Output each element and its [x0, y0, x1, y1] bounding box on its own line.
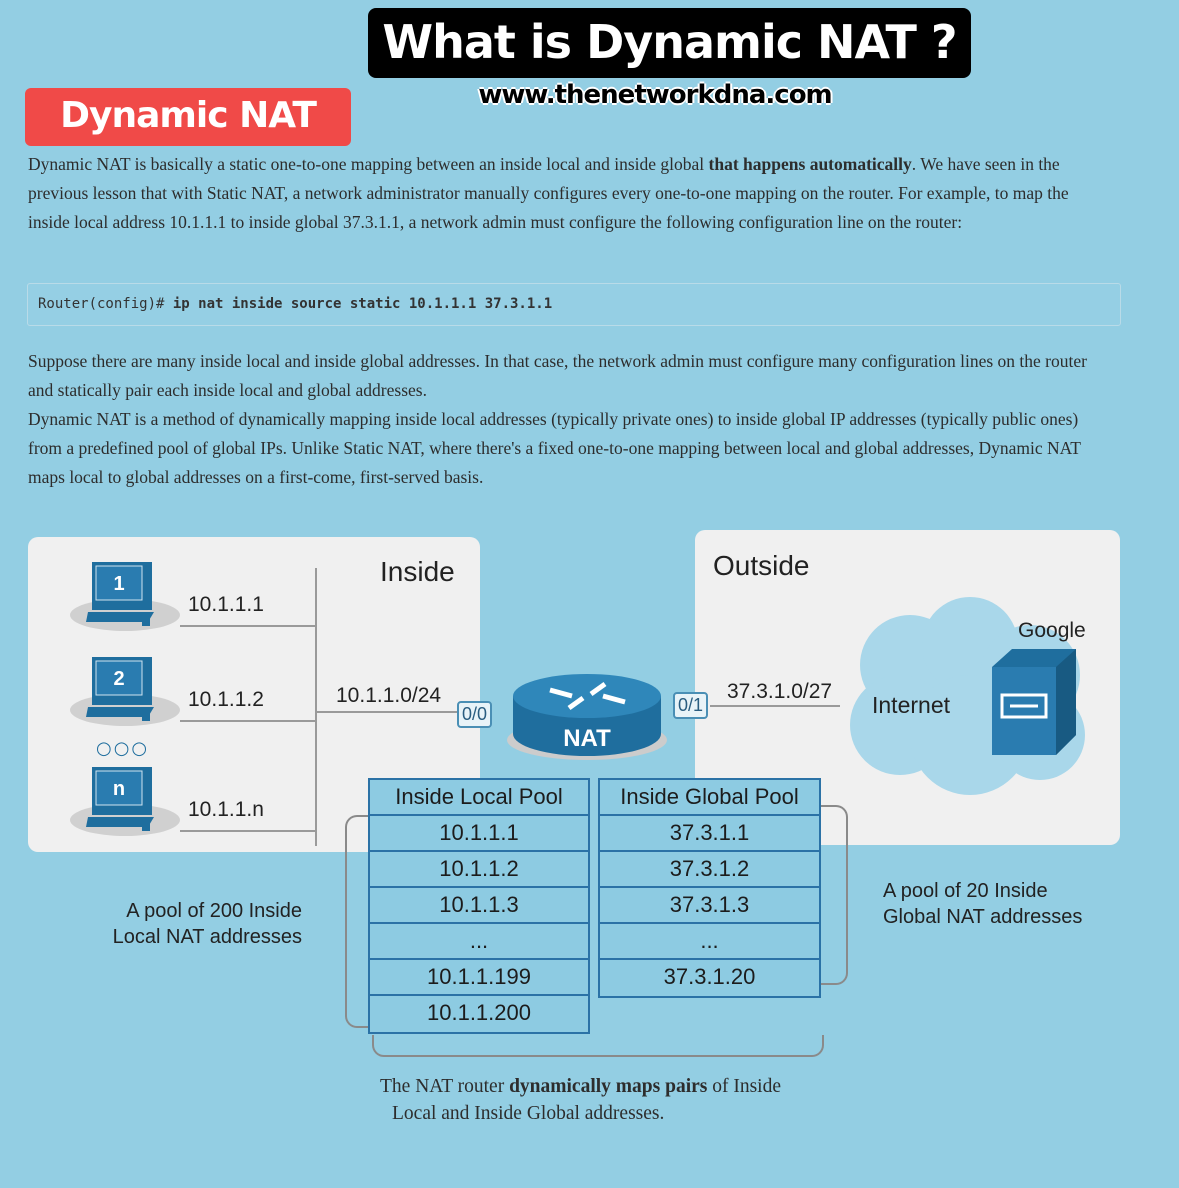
- table-row: 10.1.1.2: [370, 852, 588, 888]
- computer-icon: 2: [70, 657, 180, 726]
- inside-global-pool-table: Inside Global Pool 37.3.1.1 37.3.1.2 37.3.…: [598, 778, 821, 998]
- table-row: 37.3.1.1: [600, 816, 819, 852]
- section-badge: Dynamic NAT: [25, 88, 351, 146]
- website-url: www.thenetworkdna.com: [478, 80, 832, 110]
- caption-text: The NAT router: [380, 1076, 510, 1097]
- router-label: NAT: [563, 725, 611, 752]
- host-link: [180, 720, 315, 722]
- bottom-caption: The NAT router dynamically maps pairs of…: [380, 1073, 781, 1127]
- global-bracket: [820, 805, 848, 985]
- note-line: Local NAT addresses: [112, 926, 302, 948]
- intro-paragraph: Dynamic NAT is basically a static one-to…: [28, 150, 1108, 237]
- inside-bus: [315, 568, 317, 846]
- local-bracket: [345, 815, 375, 1028]
- table-row: 10.1.1.199: [370, 960, 588, 996]
- host-link: [180, 830, 315, 832]
- table-row: 37.3.1.3: [600, 888, 819, 924]
- local-pool-note: A pool of 200 Inside Local NAT addresses: [70, 898, 302, 950]
- more-hosts-icon: ○○○: [96, 738, 150, 759]
- host-ip: 10.1.1.1: [188, 593, 264, 616]
- table-header: Inside Local Pool: [370, 780, 588, 816]
- host-number: 2: [113, 668, 124, 690]
- note-line: A pool of 200 Inside: [126, 900, 302, 922]
- computer-icon: n: [70, 767, 180, 836]
- inside-subnet: 10.1.1.0/24: [336, 684, 442, 707]
- table-row: 10.1.1.200: [370, 996, 588, 1032]
- caption-text-rest: of Inside: [707, 1076, 782, 1097]
- intro-text: Dynamic NAT is basically a static one-to…: [28, 154, 709, 174]
- global-pool-note: A pool of 20 Inside Global NAT addresses: [883, 878, 1082, 930]
- host-link: [180, 625, 315, 627]
- note-line: A pool of 20 Inside: [883, 880, 1048, 902]
- host-ip: 10.1.1.n: [188, 798, 264, 821]
- table-row: 10.1.1.3: [370, 888, 588, 924]
- table-row: 37.3.1.20: [600, 960, 819, 996]
- table-row: 10.1.1.1: [370, 816, 588, 852]
- bottom-bracket: [372, 1035, 824, 1057]
- router-link-outside: [710, 705, 840, 707]
- paragraph-2: Suppose there are many inside local and …: [28, 351, 1087, 400]
- router-link-inside: [315, 711, 465, 713]
- table-row: ...: [370, 924, 588, 960]
- inside-label: Inside: [380, 556, 455, 587]
- internet-cloud-icon: [850, 597, 1085, 795]
- nat-router-icon: NAT: [507, 674, 667, 760]
- paragraph-3: Dynamic NAT is a method of dynamically m…: [28, 409, 1081, 487]
- code-command: ip nat inside source static 10.1.1.1 37.…: [172, 296, 553, 312]
- table-row: ...: [600, 924, 819, 960]
- server-label: Google: [1018, 619, 1086, 642]
- server-icon: [992, 649, 1076, 755]
- internet-label: Internet: [872, 692, 950, 718]
- code-prompt: Router(config)#: [38, 296, 173, 312]
- table-row: 37.3.1.2: [600, 852, 819, 888]
- page-title: What is Dynamic NAT ?: [368, 8, 971, 78]
- caption-bold: dynamically maps pairs: [509, 1076, 708, 1097]
- port-inside: 0/0: [457, 701, 493, 728]
- host-ip: 10.1.1.2: [188, 688, 264, 711]
- computer-icon: 1: [70, 562, 180, 631]
- table-header: Inside Global Pool: [600, 780, 819, 816]
- outside-label: Outside: [713, 550, 810, 581]
- host-number: 1: [113, 573, 124, 595]
- caption-line2: Local and Inside Global addresses.: [392, 1103, 665, 1124]
- intro-text-rest: . We have seen in the previous lesson th…: [28, 154, 1069, 232]
- outside-subnet: 37.3.1.0/27: [727, 680, 833, 703]
- note-line: Global NAT addresses: [883, 906, 1083, 928]
- host-number: n: [113, 778, 125, 800]
- code-block: Router(config)# ip nat inside source sta…: [27, 283, 1121, 326]
- intro-bold: that happens automatically: [708, 154, 912, 174]
- port-outside: 0/1: [673, 692, 709, 719]
- inside-local-pool-table: Inside Local Pool 10.1.1.1 10.1.1.2 10.1.1…: [368, 778, 590, 1034]
